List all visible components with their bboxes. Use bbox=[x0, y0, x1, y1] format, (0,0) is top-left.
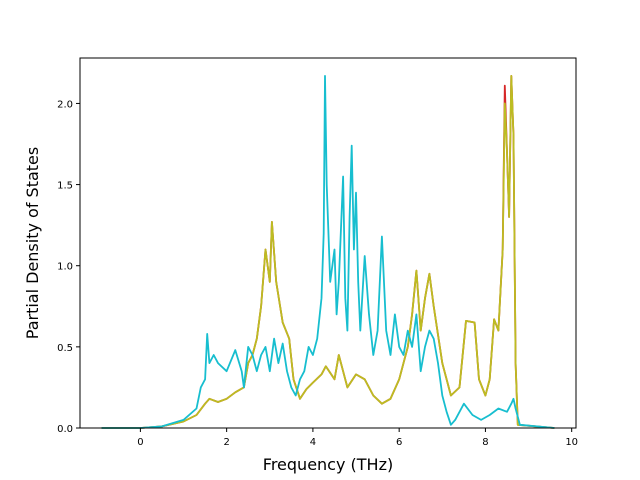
x-axis-label: Frequency (THz) bbox=[263, 455, 393, 474]
y-tick-label: 0.0 bbox=[57, 424, 73, 435]
series-layer bbox=[101, 75, 555, 429]
x-axis-ticks: 0 2 4 6 8 10 bbox=[137, 428, 578, 448]
y-axis-label: Partial Density of States bbox=[23, 147, 42, 339]
y-axis-ticks: 0.0 0.5 1.0 1.5 2.0 bbox=[57, 99, 80, 435]
x-tick-label: 8 bbox=[482, 437, 488, 448]
x-tick-label: 0 bbox=[137, 437, 143, 448]
y-tick-label: 0.5 bbox=[57, 343, 73, 354]
x-tick-label: 4 bbox=[310, 437, 316, 448]
series-line-3 bbox=[101, 75, 555, 429]
x-tick-label: 2 bbox=[223, 437, 229, 448]
x-tick-label: 10 bbox=[565, 437, 578, 448]
y-tick-label: 1.5 bbox=[57, 181, 73, 192]
y-tick-label: 2.0 bbox=[57, 99, 73, 110]
axes-frame bbox=[79, 57, 577, 429]
x-tick-label: 6 bbox=[396, 437, 402, 448]
y-tick-label: 1.0 bbox=[57, 262, 73, 273]
